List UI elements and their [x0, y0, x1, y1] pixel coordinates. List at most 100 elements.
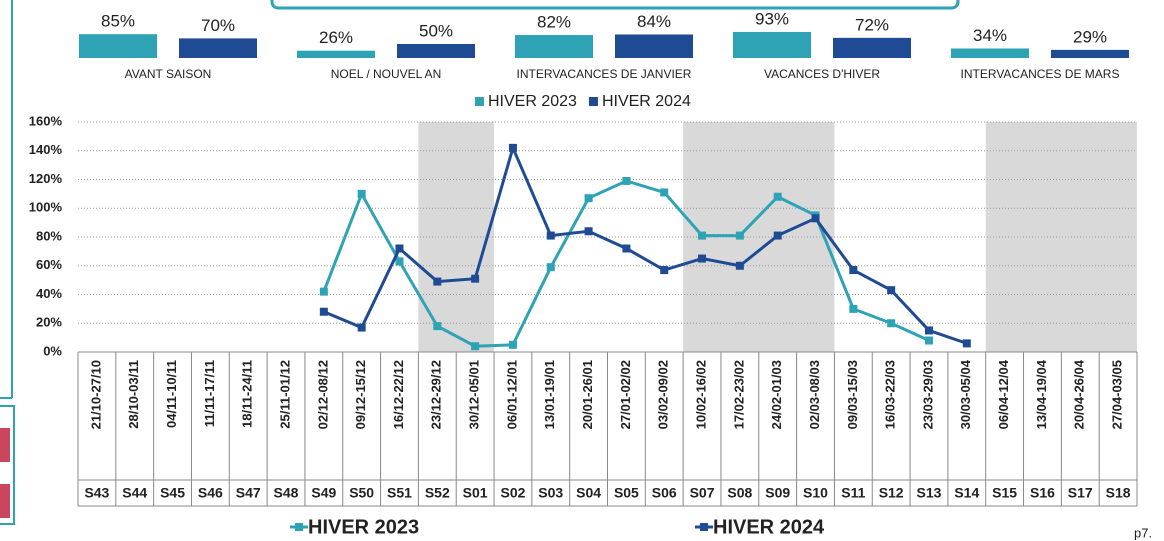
category-label: INTERVACANCES DE MARS — [961, 67, 1120, 81]
week-label: S13 — [917, 485, 942, 501]
page-number: p7. — [1134, 525, 1152, 540]
point — [924, 326, 933, 335]
point — [584, 194, 593, 203]
week-label: S50 — [349, 485, 374, 501]
point — [622, 176, 631, 185]
side-tag — [0, 428, 10, 462]
value-label: 84% — [637, 12, 671, 31]
point — [887, 319, 896, 328]
value-label: 26% — [319, 28, 353, 47]
week-label: S52 — [425, 485, 450, 501]
point — [924, 336, 933, 345]
y-tick-label: 60% — [36, 257, 62, 272]
x-tick-label: 04/11-10/11 — [164, 360, 179, 428]
point — [773, 192, 782, 201]
week-label: S51 — [387, 485, 412, 501]
series-line — [323, 143, 968, 345]
bar — [515, 35, 593, 58]
point — [508, 340, 517, 349]
y-tick-label: 80% — [36, 228, 62, 243]
x-tick-label: 23/03-29/03 — [920, 360, 935, 429]
y-tick-label: 100% — [29, 200, 63, 215]
y-tick-label: 0% — [43, 343, 62, 358]
x-tick-label: 13/04-19/04 — [1034, 359, 1049, 429]
value-label: 70% — [201, 16, 235, 35]
x-tick-label: 20/01-26/01 — [580, 360, 595, 429]
x-tick-label: 02/12-08/12 — [315, 360, 330, 429]
x-tick-label: 23/12-29/12 — [429, 360, 444, 429]
x-tick-label: 06/01-12/01 — [504, 360, 519, 429]
legend-label: HIVER 2024 — [602, 93, 691, 110]
week-label: S07 — [690, 485, 715, 501]
point — [887, 286, 896, 295]
x-tick-label: 27/01-02/02 — [618, 360, 633, 429]
week-label: S49 — [311, 485, 336, 501]
x-tick-label: 10/02-16/02 — [693, 360, 708, 429]
x-tick-label: 03/02-09/02 — [656, 360, 671, 429]
x-tick-label: 09/03-15/03 — [845, 360, 860, 429]
point — [660, 266, 669, 275]
x-tick-label: 17/02-23/02 — [731, 360, 746, 429]
value-label: 93% — [755, 9, 789, 28]
week-label: S03 — [538, 485, 563, 501]
week-label: S46 — [198, 485, 223, 501]
category-label: NOEL / NOUVEL AN — [331, 67, 441, 81]
point — [508, 143, 517, 152]
bar — [79, 34, 157, 58]
x-tick-label: 09/12-15/12 — [353, 360, 368, 429]
point — [471, 274, 480, 283]
y-tick-label: 160% — [29, 113, 63, 128]
side-box — [0, 405, 15, 525]
value-label: 50% — [419, 21, 453, 40]
value-label: 85% — [101, 12, 135, 31]
bar — [833, 37, 911, 58]
x-tick-label: 24/02-01/03 — [769, 360, 784, 429]
x-tick-label: 20/04-26/04 — [1072, 359, 1087, 429]
week-label: S04 — [576, 485, 601, 501]
legend-marker — [700, 523, 708, 531]
x-tick-label: 06/04-12/04 — [996, 359, 1011, 429]
point — [849, 304, 858, 313]
week-label: S48 — [274, 485, 299, 501]
week-label: S06 — [652, 485, 677, 501]
week-label: S12 — [879, 485, 904, 501]
point — [433, 322, 442, 331]
point — [546, 263, 555, 272]
week-label: S10 — [803, 485, 828, 501]
point — [811, 214, 820, 223]
week-label: S02 — [500, 485, 525, 501]
point — [319, 307, 328, 316]
week-label: S05 — [614, 485, 639, 501]
bar — [951, 48, 1029, 58]
legend-label: HIVER 2023 — [308, 516, 419, 538]
legend-marker — [295, 523, 303, 531]
point — [584, 227, 593, 236]
week-label: S14 — [954, 485, 979, 501]
point — [471, 342, 480, 351]
week-label: S01 — [463, 485, 488, 501]
week-label: S11 — [841, 485, 865, 501]
x-tick-label: 13/01-19/01 — [542, 360, 557, 429]
x-tick-label: 30/03-05/04 — [958, 359, 973, 429]
value-label: 34% — [973, 26, 1007, 45]
week-label: S44 — [122, 485, 147, 501]
side-tag — [0, 484, 10, 518]
bar — [297, 50, 375, 58]
x-tick-label: 16/03-22/03 — [883, 360, 898, 429]
legend-swatch — [588, 97, 598, 106]
y-tick-label: 40% — [36, 286, 62, 301]
x-tick-label: 18/11-24/11 — [240, 360, 255, 428]
y-tick-label: 20% — [36, 315, 62, 330]
point — [698, 254, 707, 263]
bar — [179, 38, 257, 58]
legend-swatch — [475, 97, 484, 106]
x-tick-label: 16/12-22/12 — [391, 360, 406, 429]
x-tick-label: 21/10-27/10 — [88, 360, 103, 429]
point — [319, 287, 328, 296]
week-label: S47 — [236, 485, 261, 501]
bar — [615, 34, 693, 58]
point — [735, 261, 744, 270]
x-tick-label: 27/04-03/05 — [1110, 360, 1125, 429]
week-label: S16 — [1030, 485, 1055, 501]
